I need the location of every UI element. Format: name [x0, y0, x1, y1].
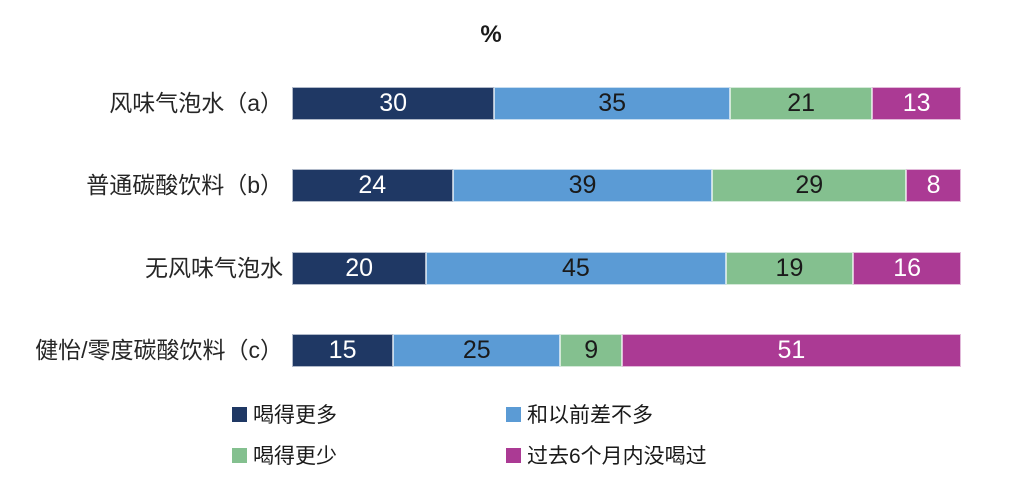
legend-item: 和以前差不多 [506, 399, 707, 429]
bar-track: 15 25 9 51 [292, 334, 961, 367]
category-label: 风味气泡水（a） [109, 90, 283, 116]
bar-segment-series-4: 51 [621, 334, 961, 367]
legend: 喝得更多 和以前差不多喝得更少 过去6个月内没喝过 [232, 399, 707, 470]
chart-row: 健怡/零度碳酸饮料（c） 15 25 9 51 [0, 334, 1014, 367]
legend-label: 喝得更少 [253, 445, 337, 468]
legend-item: 喝得更少 [232, 440, 506, 470]
bar-segment-series-2: 45 [426, 252, 726, 285]
bar-segment-series-4: 16 [853, 252, 962, 285]
bar-track: 20 45 19 16 [292, 252, 962, 285]
bar-segment-series-2: 25 [393, 334, 561, 367]
bar-segment-series-3: 29 [712, 169, 907, 202]
legend-label: 喝得更多 [253, 404, 337, 427]
chart-row: 无风味气泡水 20 45 19 16 [0, 252, 1014, 285]
legend-item: 喝得更多 [232, 399, 506, 429]
bar-segment-series-1: 24 [292, 169, 453, 202]
bar-segment-series-1: 15 [292, 334, 394, 367]
chart-row: 风味气泡水（a） 30 35 21 13 [0, 87, 1014, 120]
bar-segment-series-2: 39 [452, 169, 713, 202]
legend-label: 和以前差不多 [527, 404, 653, 427]
legend-marker-icon [232, 447, 247, 463]
bar-segment-series-3: 9 [560, 334, 622, 367]
bar-segment-series-3: 21 [729, 87, 873, 120]
chart-row: 普通碳酸饮料（b） 24 39 29 8 [0, 169, 1014, 202]
legend-label: 过去6个月内没喝过 [527, 445, 707, 468]
legend-marker-icon [506, 447, 521, 463]
bar-track: 24 39 29 8 [292, 169, 961, 202]
legend-marker-icon [506, 406, 521, 422]
category-label: 健怡/零度碳酸饮料（c） [35, 337, 283, 363]
bar-segment-series-1: 30 [292, 87, 495, 120]
bar-segment-series-4: 8 [906, 169, 961, 202]
bar-track: 30 35 21 13 [292, 87, 961, 120]
bar-segment-series-1: 20 [292, 252, 427, 285]
legend-marker-icon [232, 406, 247, 422]
bar-segment-series-4: 13 [872, 87, 961, 120]
bar-segment-series-3: 19 [725, 252, 854, 285]
bar-segment-series-2: 35 [494, 87, 730, 120]
category-label: 普通碳酸饮料（b） [86, 172, 283, 198]
chart-title: % [480, 21, 502, 48]
category-label: 无风味气泡水 [145, 255, 283, 281]
legend-item: 过去6个月内没喝过 [506, 440, 707, 470]
